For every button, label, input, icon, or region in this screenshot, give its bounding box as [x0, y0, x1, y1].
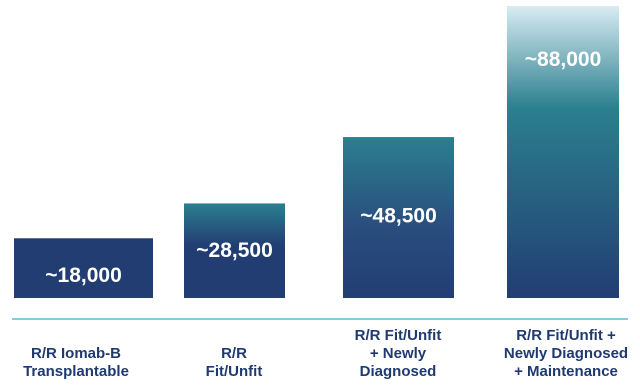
value-label-1: ~18,000	[45, 264, 122, 287]
category-label-line: + Maintenance	[514, 363, 618, 380]
bar-3	[343, 137, 454, 298]
category-label-line: R/R Fit/Unfit +	[516, 327, 616, 344]
category-label-2: R/R Fit/Unfit	[206, 345, 263, 380]
category-label-4: R/R Fit/Unfit + Newly Diagnosed + Maintena…	[504, 327, 628, 380]
category-label-line: Fit/Unfit	[206, 363, 263, 380]
category-label-line: + Newly	[370, 345, 427, 362]
bar-2	[184, 203, 285, 298]
category-label-1: R/R Iomab-B Transplantable	[23, 345, 129, 380]
bar-4	[507, 6, 619, 298]
bars-group	[14, 6, 619, 298]
category-label-line: Newly Diagnosed	[504, 345, 628, 362]
category-label-line: R/R Iomab-B	[31, 345, 121, 362]
category-label-line: Diagnosed	[360, 363, 437, 380]
bar-1	[14, 238, 153, 298]
value-labels-group: ~18,000 ~28,500 ~48,500 ~88,000	[45, 48, 601, 287]
value-label-2: ~28,500	[196, 239, 273, 262]
value-label-3: ~48,500	[360, 204, 437, 227]
category-label-3: R/R Fit/Unfit + Newly Diagnosed	[355, 327, 442, 380]
category-label-line: R/R Fit/Unfit	[355, 327, 442, 344]
category-label-line: Transplantable	[23, 363, 129, 380]
value-label-4: ~88,000	[525, 48, 602, 71]
category-label-line: R/R	[221, 345, 247, 362]
